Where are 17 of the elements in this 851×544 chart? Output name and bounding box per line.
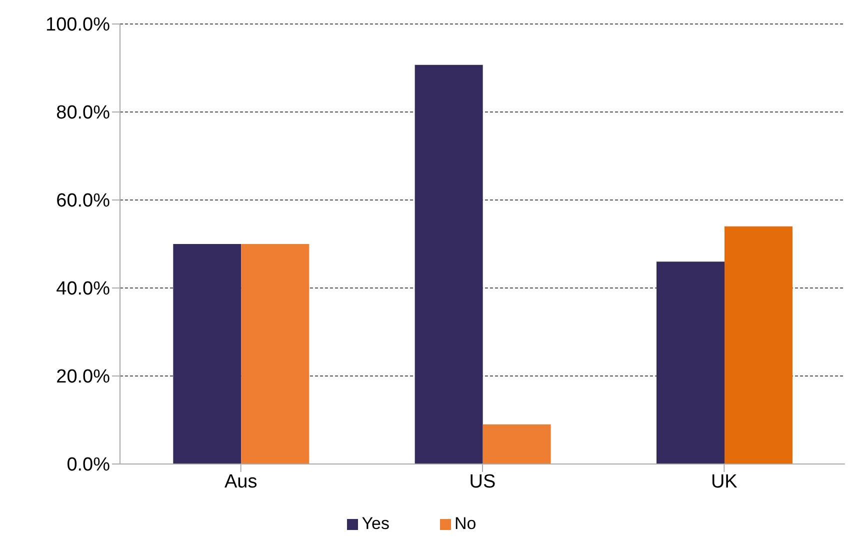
x-tick-label: Aus xyxy=(224,471,258,492)
x-tick-label: UK xyxy=(710,471,738,492)
bar xyxy=(656,262,724,464)
bar xyxy=(173,244,242,464)
bar xyxy=(724,226,792,464)
bar xyxy=(414,64,483,464)
legend-label: No xyxy=(454,514,476,533)
y-tick-label: 100.0% xyxy=(46,14,110,36)
bar xyxy=(482,424,551,464)
bar xyxy=(241,244,310,464)
x-tick-label: US xyxy=(469,471,496,492)
y-tick-label: 80.0% xyxy=(56,102,110,124)
y-tick-label: 20.0% xyxy=(56,366,110,388)
y-tick-label: 0.0% xyxy=(66,454,110,476)
y-tick-label: 60.0% xyxy=(56,190,110,212)
legend-label: Yes xyxy=(362,514,390,533)
y-tick-label: 40.0% xyxy=(56,278,110,300)
